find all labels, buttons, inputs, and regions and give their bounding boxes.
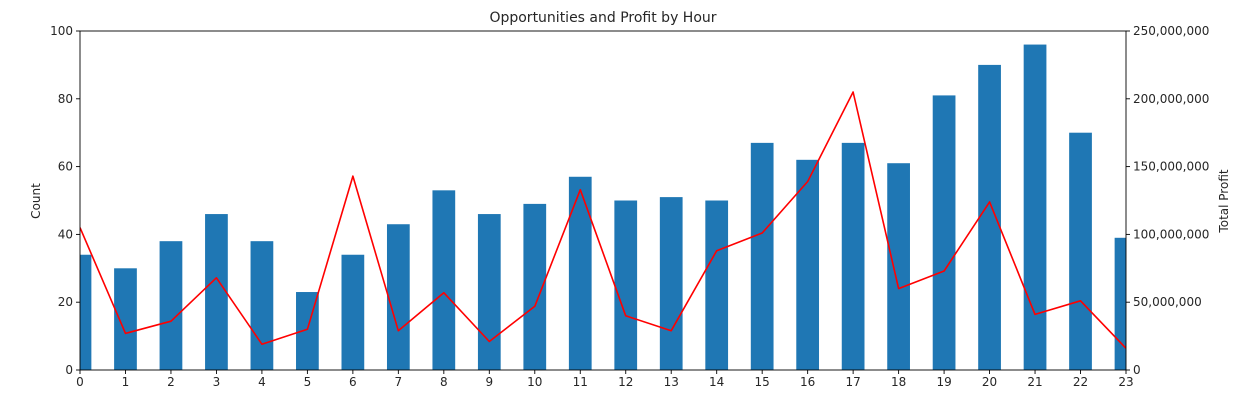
x-tick-label: 17: [845, 375, 860, 389]
x-tick-label: 15: [755, 375, 770, 389]
x-tick-label: 16: [800, 375, 815, 389]
bar-hour-2: [159, 241, 183, 370]
x-tick-label: 6: [349, 375, 357, 389]
bar-hour-18: [887, 163, 910, 370]
x-tick-label: 23: [1118, 375, 1133, 389]
x-tick-label: 5: [304, 375, 312, 389]
bar-hour-8: [432, 190, 456, 370]
bar-hour-12: [614, 200, 638, 370]
x-tick-label: 8: [440, 375, 448, 389]
bar-hour-22: [1069, 132, 1092, 370]
line-series: [80, 91, 1126, 349]
y2-tick-label: 150,000,000: [1133, 160, 1209, 174]
x-tick-label: 10: [527, 375, 542, 389]
x-tick-label: 7: [395, 375, 403, 389]
bar-hour-7: [386, 224, 410, 370]
y2-tick-label: 200,000,000: [1133, 92, 1209, 106]
x-tick-label: 9: [485, 375, 493, 389]
y-axis-label: Count: [29, 183, 43, 219]
bar-hour-14: [705, 200, 729, 370]
y-tick-label: 80: [58, 92, 73, 106]
bar-hour-0: [80, 254, 92, 370]
bar-hour-11: [568, 176, 592, 370]
bar-series: [80, 44, 1126, 370]
x-tick-label: 1: [122, 375, 130, 389]
y-tick-label: 20: [58, 295, 73, 309]
x-tick-label: 22: [1073, 375, 1088, 389]
bar-hour-16: [796, 159, 820, 370]
bar-hour-15: [750, 142, 774, 370]
x-tick-label: 11: [573, 375, 588, 389]
bar-hour-20: [978, 64, 1001, 370]
x-tick-label: 4: [258, 375, 266, 389]
y2-tick-label: 0: [1133, 363, 1141, 377]
axes: 0 1 2 3 4 5 6 7 8 9 10 11 12 13 14 15 16 17 18 19 20 21 22 2302…: [50, 24, 1209, 389]
bar-hour-23: [1114, 237, 1126, 370]
bar-hour-21: [1023, 44, 1047, 370]
bar-hour-9: [477, 214, 501, 370]
x-tick-label: 14: [709, 375, 724, 389]
profit-line: [80, 91, 1126, 349]
chart-title: Opportunities and Profit by Hour: [489, 10, 716, 26]
bar-hour-6: [341, 254, 365, 370]
x-tick-label: 13: [664, 375, 679, 389]
bar-hour-1: [114, 268, 137, 370]
y2-tick-label: 100,000,000: [1133, 227, 1209, 241]
x-tick-label: 20: [982, 375, 997, 389]
bar-hour-4: [250, 241, 274, 370]
bar-hour-17: [841, 142, 865, 370]
x-tick-label: 0: [76, 375, 84, 389]
x-tick-label: 18: [891, 375, 906, 389]
y2-axis-label: Total Profit: [1217, 169, 1231, 233]
x-tick-label: 3: [213, 375, 221, 389]
x-tick-label: 12: [618, 375, 633, 389]
bar-hour-10: [523, 203, 547, 370]
x-tick-label: 21: [1027, 375, 1042, 389]
plot-frame: [79, 30, 1127, 371]
bar-hour-3: [205, 214, 228, 370]
y-tick-label: 100: [50, 24, 73, 38]
y2-tick-label: 250,000,000: [1133, 24, 1209, 38]
y-tick-label: 60: [58, 160, 73, 174]
y2-tick-label: 50,000,000: [1133, 295, 1202, 309]
y-tick-label: 40: [58, 227, 73, 241]
bar-hour-19: [932, 95, 956, 370]
y-tick-label: 0: [65, 363, 73, 377]
x-tick-label: 19: [936, 375, 951, 389]
x-tick-label: 2: [167, 375, 175, 389]
bar-hour-13: [659, 197, 683, 370]
